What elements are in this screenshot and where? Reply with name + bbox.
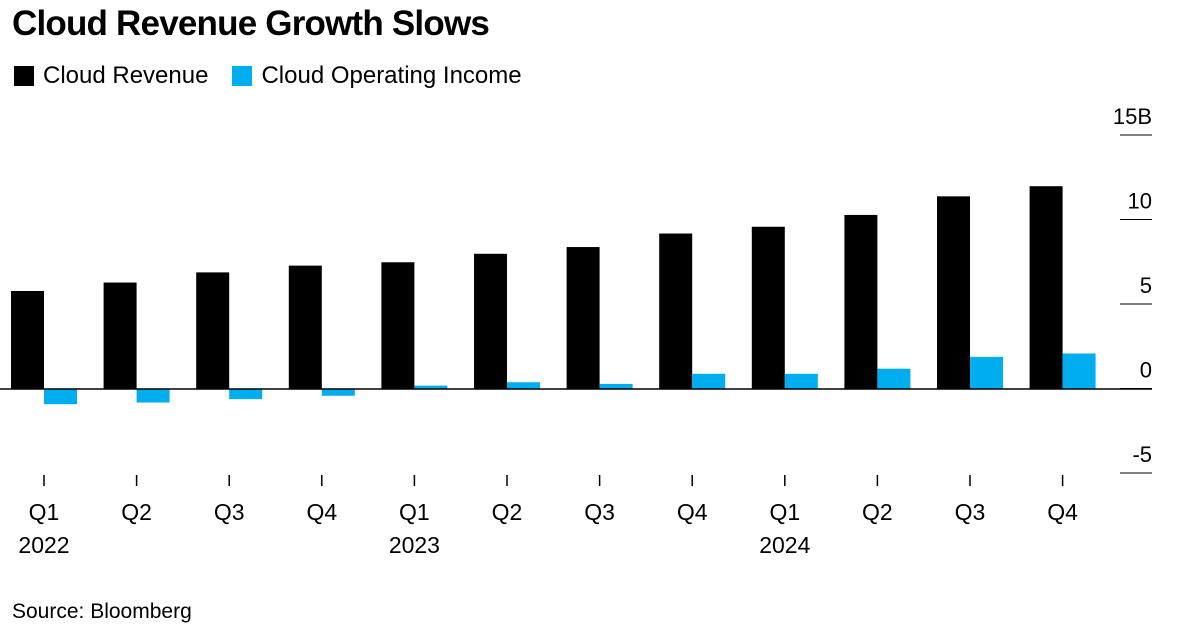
y-tick-label: 10	[1128, 189, 1152, 214]
x-tick-label: Q4	[1047, 499, 1078, 525]
bar-cloud-operating-income	[414, 385, 448, 389]
legend: Cloud Revenue Cloud Operating Income	[14, 62, 546, 90]
x-tick-label: Q1	[769, 499, 800, 525]
x-tick-label: Q2	[862, 499, 893, 525]
bar-cloud-revenue	[566, 247, 600, 389]
legend-label-revenue: Cloud Revenue	[43, 62, 209, 89]
bar-cloud-revenue	[1029, 186, 1063, 389]
x-tick-label: Q2	[492, 499, 523, 525]
x-tick-label: Q4	[677, 499, 708, 525]
bar-cloud-revenue	[288, 265, 322, 389]
x-year-label: 2024	[759, 532, 810, 558]
bar-cloud-operating-income	[321, 389, 355, 396]
bar-cloud-operating-income	[784, 373, 818, 389]
x-tick-label: Q2	[121, 499, 152, 525]
bar-cloud-revenue	[474, 253, 507, 389]
bar-cloud-revenue	[103, 282, 137, 389]
x-tick-label: Q1	[399, 499, 430, 525]
x-tick-label: Q1	[29, 499, 60, 525]
legend-item-operating-income: Cloud Operating Income	[232, 62, 522, 90]
x-tick-label: Q3	[584, 499, 615, 525]
bar-cloud-revenue	[11, 290, 44, 389]
bar-cloud-revenue	[937, 196, 970, 389]
bar-cloud-revenue	[196, 272, 230, 389]
bar-cloud-operating-income	[692, 373, 726, 389]
bar-cloud-operating-income	[599, 383, 633, 389]
legend-label-operating-income: Cloud Operating Income	[261, 62, 522, 89]
bar-cloud-operating-income	[877, 368, 911, 389]
bar-cloud-revenue	[844, 214, 878, 389]
bar-cloud-operating-income	[1062, 353, 1096, 389]
x-tick-label: Q4	[306, 499, 337, 525]
bar-cloud-operating-income	[44, 389, 77, 405]
x-tick-label: Q3	[955, 499, 986, 525]
bar-cloud-operating-income	[970, 356, 1003, 389]
legend-item-revenue: Cloud Revenue	[14, 62, 208, 90]
legend-swatch-revenue	[14, 66, 34, 86]
bar-cloud-operating-income	[136, 389, 170, 403]
y-tick-label: 5	[1140, 273, 1152, 298]
bar-cloud-revenue	[381, 262, 415, 389]
bar-cloud-operating-income	[229, 389, 263, 400]
bar-cloud-revenue	[751, 226, 785, 389]
bar-cloud-revenue	[659, 233, 693, 389]
source-note: Source: Bloomberg	[12, 600, 192, 623]
legend-swatch-operating-income	[232, 66, 253, 86]
x-tick-label: Q3	[214, 499, 245, 525]
bar-cloud-operating-income	[507, 382, 540, 389]
chart-title: Cloud Revenue Growth Slows	[12, 4, 490, 43]
y-tick-label: -5	[1132, 442, 1152, 467]
y-tick-label: 15B	[1113, 104, 1152, 129]
x-year-label: 2023	[389, 532, 440, 558]
x-year-label: 2022	[18, 532, 69, 558]
y-tick-label: 0	[1140, 358, 1152, 383]
